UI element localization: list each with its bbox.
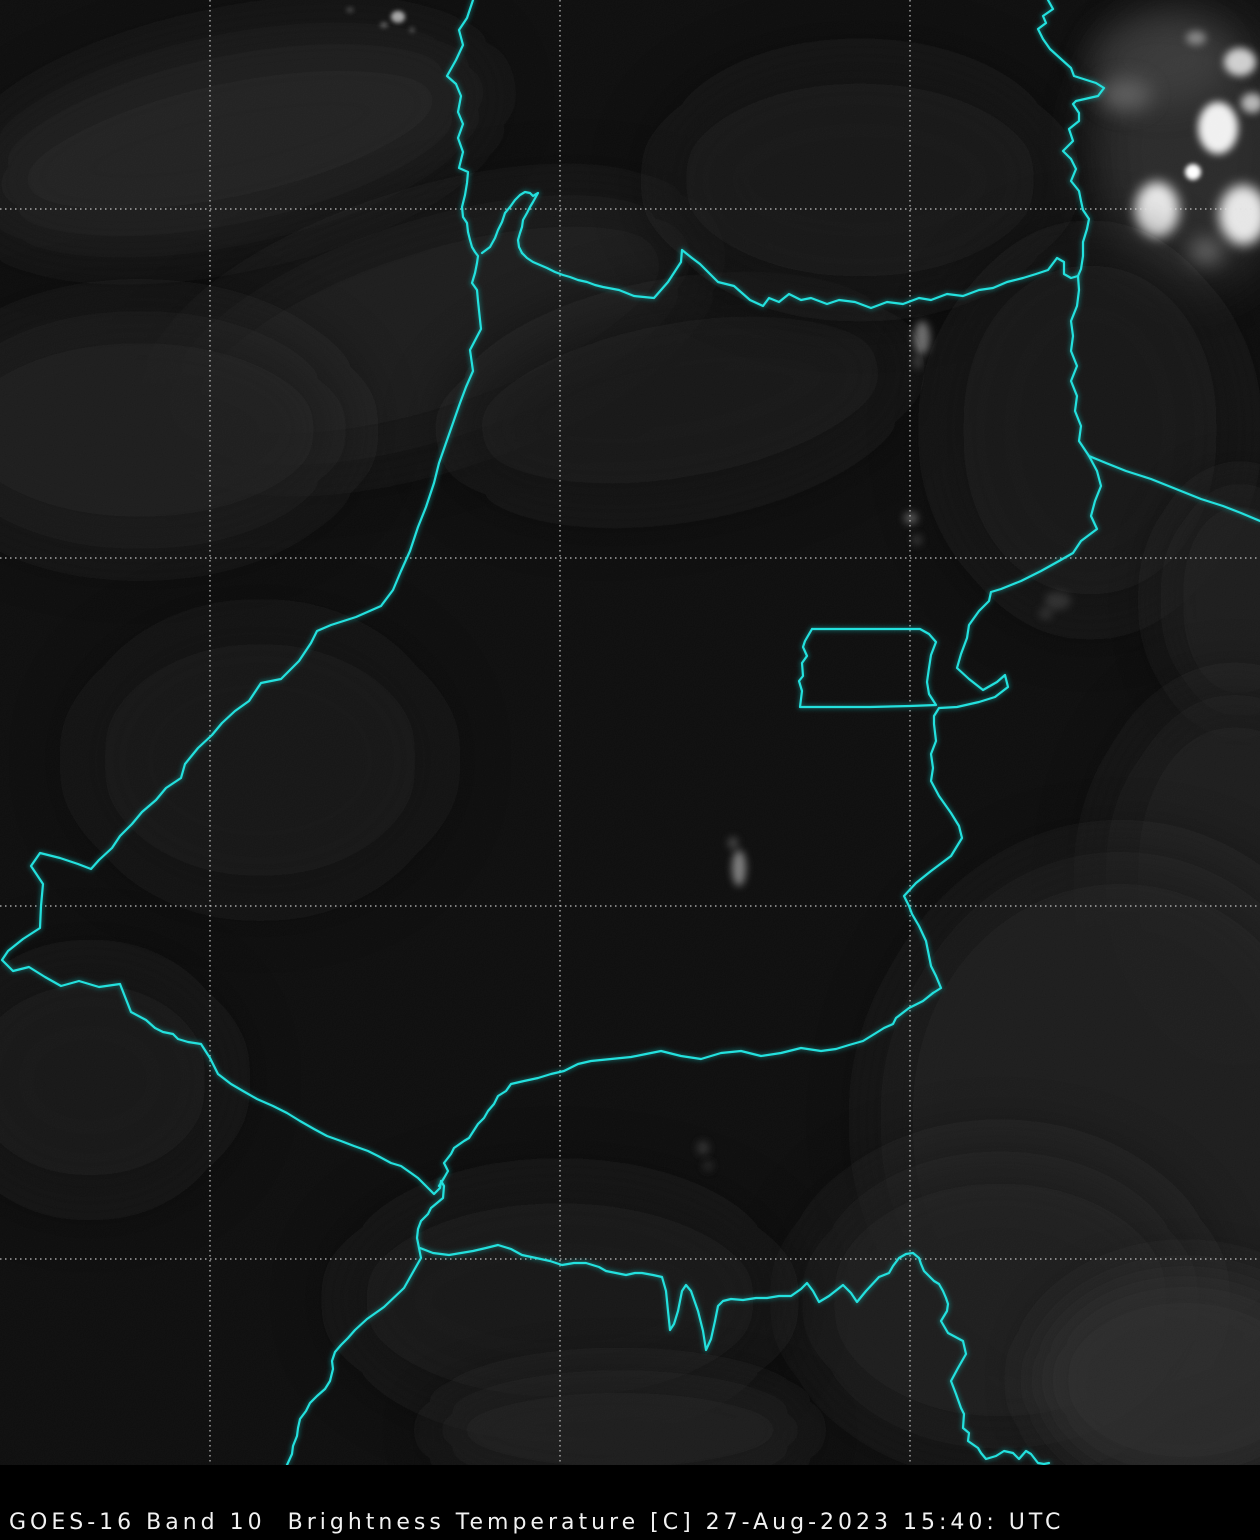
state-border-east-branch bbox=[1087, 454, 1260, 523]
state-border-west bbox=[0, 0, 483, 1465]
state-border-east bbox=[902, 0, 1106, 995]
satellite-map bbox=[0, 0, 1260, 1465]
noise-texture bbox=[0, 0, 1260, 1465]
border-v-notch bbox=[480, 190, 540, 255]
state-border-southwest-diagonal bbox=[437, 991, 935, 1188]
state-border-layer bbox=[0, 0, 1260, 1465]
state-border-north bbox=[520, 248, 1080, 310]
state-border-south bbox=[418, 1243, 1051, 1465]
caption-text: GOES-16 Band 10 Brightness Temperature [… bbox=[9, 1510, 1065, 1535]
graticule-layer bbox=[0, 0, 1260, 1465]
caption-bar: GOES-16 Band 10 Brightness Temperature [… bbox=[0, 1465, 1260, 1540]
district-box bbox=[797, 627, 938, 709]
